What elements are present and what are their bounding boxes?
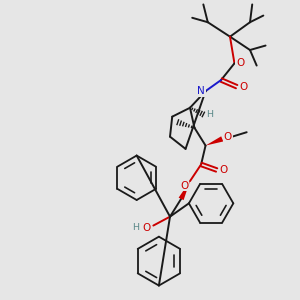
Text: H: H — [132, 223, 139, 232]
Polygon shape — [178, 181, 190, 200]
Text: O: O — [239, 82, 248, 92]
Polygon shape — [206, 136, 223, 146]
Text: H: H — [206, 110, 214, 119]
Text: N: N — [197, 86, 205, 96]
Text: O: O — [224, 132, 232, 142]
Text: O: O — [180, 181, 189, 190]
Text: O: O — [142, 223, 151, 233]
Text: O: O — [219, 165, 227, 175]
Text: O: O — [236, 58, 244, 68]
